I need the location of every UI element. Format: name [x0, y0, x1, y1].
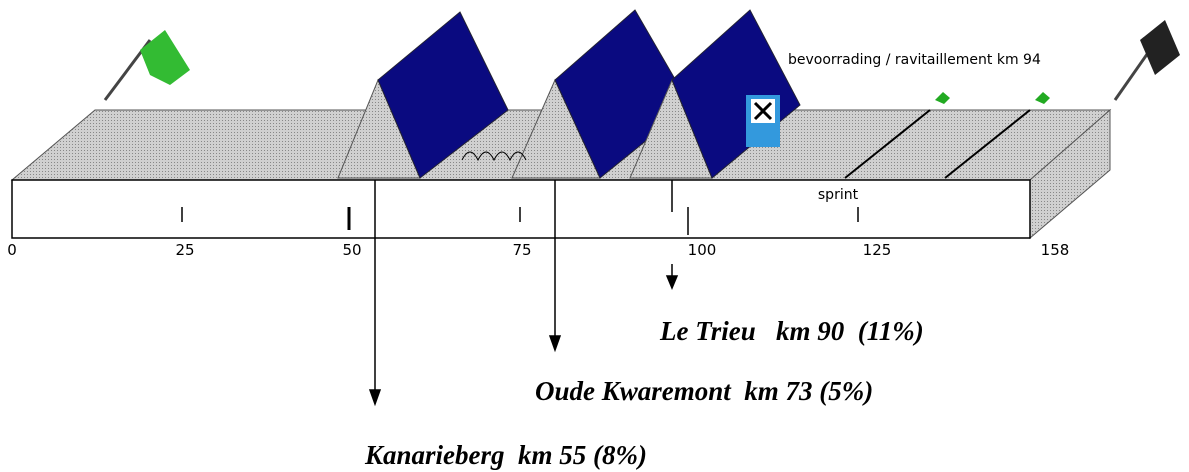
tick-label: 125 [863, 241, 892, 259]
tick-label: 100 [688, 241, 717, 259]
scale-bar [12, 180, 1030, 238]
pointer-head [550, 336, 560, 350]
tick-label: 0 [7, 241, 17, 259]
flag [935, 92, 950, 104]
start-flag [140, 30, 190, 85]
climb-label: Kanarieberg km 55 (8%) [364, 440, 647, 470]
finish-flag [1140, 20, 1180, 75]
climb-label: Le Trieu km 90 (11%) [659, 316, 924, 346]
course-profile: sprint bevoorrading / ravitaillement km … [0, 0, 1189, 472]
climb-label: Oude Kwaremont km 73 (5%) [535, 376, 873, 406]
feed-label: bevoorrading / ravitaillement km 94 [788, 52, 1041, 68]
tick-label: 50 [342, 241, 361, 259]
pointer-head [667, 276, 677, 288]
sprint-label: sprint [818, 187, 859, 203]
tick-label: 75 [512, 241, 531, 259]
page: {"scale": {"ticks": ["0", "25", "50", "7… [0, 0, 1189, 472]
flag [1035, 92, 1050, 104]
tick-label: 25 [175, 241, 194, 259]
tick-label: 158 [1041, 241, 1070, 259]
finish-flag-pole [1115, 50, 1150, 100]
pointer-head [370, 390, 380, 404]
